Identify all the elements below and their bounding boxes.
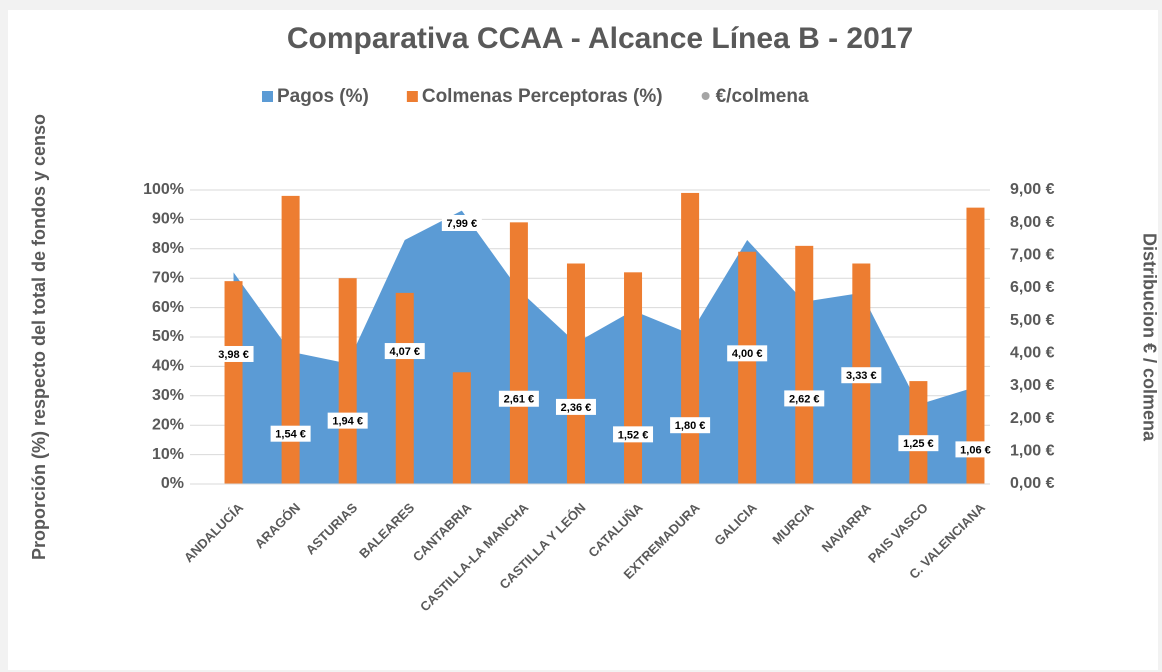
value-label-box (784, 390, 825, 407)
value-label: 2,62 € (789, 393, 820, 405)
y2-tick-label: 5,00 € (1010, 312, 1055, 329)
bar (738, 251, 757, 484)
bar (909, 381, 928, 484)
value-label-box (270, 425, 311, 442)
value-label-box (898, 435, 939, 452)
legend-label: Colmenas Perceptoras (%) (422, 86, 663, 107)
y-tick-label: 30% (152, 387, 184, 404)
y2-tick-label: 2,00 € (1010, 410, 1055, 427)
legend-label: Pagos (%) (277, 86, 369, 107)
value-label-box (327, 412, 368, 429)
value-label-box (727, 345, 768, 362)
value-label-box (841, 367, 882, 384)
bar (281, 195, 300, 484)
value-label: 3,33 € (846, 370, 877, 382)
value-label-box (555, 398, 596, 415)
y2-tick-label: 3,00 € (1010, 377, 1055, 394)
y2-tick-label: 7,00 € (1010, 247, 1055, 264)
value-label-box (955, 441, 996, 458)
y2-axis-title: Distribucion € / colmena (1139, 233, 1159, 442)
legend-label: €/colmena (716, 86, 809, 107)
y2-tick-label: 9,00 € (1010, 181, 1055, 198)
y-axis-title: Proporción (%) respecto del total de fon… (29, 114, 49, 560)
bar (452, 372, 471, 484)
legend-marker (262, 91, 273, 102)
y-tick-label: 40% (152, 358, 184, 375)
bar (224, 281, 243, 484)
y-tick-label: 10% (152, 446, 184, 463)
bar (395, 292, 414, 484)
y2-tick-label: 4,00 € (1010, 345, 1055, 362)
y2-tick-label: 8,00 € (1010, 214, 1055, 231)
bar (566, 263, 585, 484)
bar (338, 278, 357, 484)
value-label-box (670, 417, 711, 434)
bar (624, 272, 643, 484)
y2-tick-label: 0,00 € (1010, 475, 1055, 492)
legend-marker (406, 91, 418, 102)
y-tick-label: 90% (152, 211, 184, 228)
area (233, 210, 976, 484)
bar (795, 245, 814, 484)
value-label: 4,07 € (389, 346, 420, 358)
y-tick-label: 60% (152, 299, 184, 316)
legend-marker (701, 92, 710, 100)
value-label: 1,25 € (903, 438, 934, 450)
value-label: 1,54 € (275, 429, 306, 441)
bar (966, 207, 985, 484)
y2-tick-label: 6,00 € (1010, 279, 1055, 296)
value-label: 3,98 € (218, 349, 249, 361)
legend: Pagos (%) Colmenas Perceptoras (%) €/colme… (262, 86, 809, 107)
value-label: 7,99 € (447, 218, 478, 230)
value-label-box (498, 390, 539, 407)
bar (509, 222, 528, 484)
value-label-box (384, 343, 425, 360)
y-tick-label: 20% (152, 416, 184, 433)
value-label: 1,94 € (332, 416, 363, 428)
value-label: 4,00 € (732, 348, 763, 360)
value-label-box (441, 214, 482, 231)
value-label: 2,36 € (561, 402, 592, 414)
bar (681, 192, 700, 484)
value-label: 1,06 € (960, 444, 991, 456)
y-tick-label: 0% (161, 475, 184, 492)
y-tick-label: 80% (152, 240, 184, 257)
y-tick-label: 100% (143, 181, 184, 198)
value-label-box (213, 345, 254, 362)
value-label-box (613, 426, 654, 443)
value-label: 1,80 € (675, 420, 706, 432)
chart-title: Comparativa CCAA - Alcance Línea B - 201… (287, 22, 913, 55)
value-label: 2,61 € (504, 394, 535, 406)
value-label: 1,52 € (618, 429, 649, 441)
y-tick-label: 70% (152, 269, 184, 286)
y-tick-label: 50% (152, 328, 184, 345)
y2-tick-label: 1,00 € (1010, 443, 1055, 460)
